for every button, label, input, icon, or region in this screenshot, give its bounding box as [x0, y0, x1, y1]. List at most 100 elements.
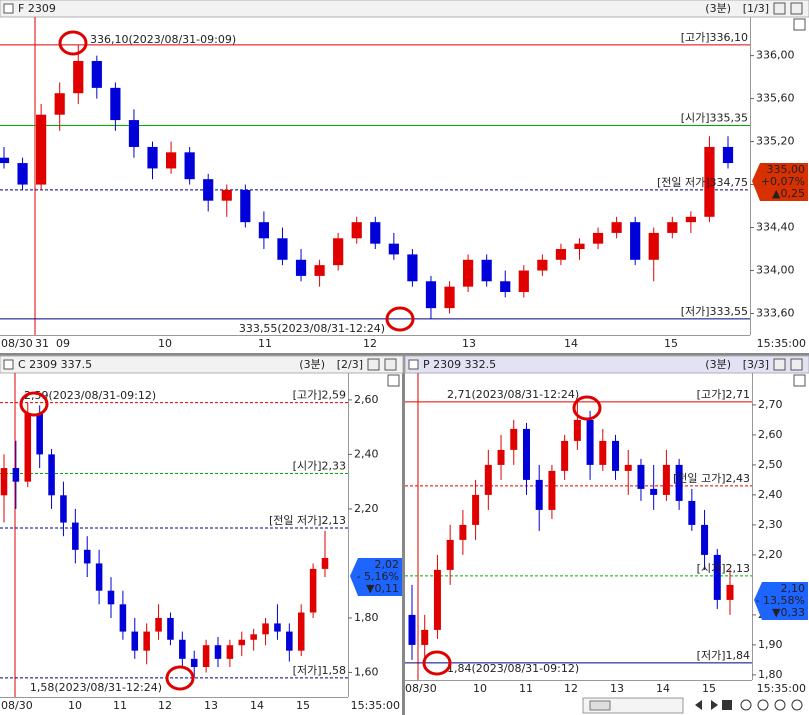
- x-tick-label: 14: [656, 682, 670, 695]
- y-tick-label: 2,60: [758, 428, 783, 441]
- scroll-right[interactable]: [711, 700, 718, 710]
- candle-body: [561, 440, 569, 471]
- candle-body: [60, 495, 67, 523]
- candle-body: [685, 216, 696, 223]
- close-button[interactable]: [790, 2, 803, 15]
- candle-body: [277, 238, 288, 260]
- x-tick-label: 08/30: [1, 699, 33, 712]
- candle-body: [12, 468, 20, 482]
- candle-body: [599, 440, 607, 465]
- reference-label: [전일 고가]2,43: [673, 471, 750, 485]
- candle-body: [408, 614, 416, 645]
- x-tick-label: 14: [564, 337, 578, 350]
- candle-body: [333, 238, 344, 266]
- candle-body: [202, 645, 210, 668]
- y-tick-label: 2,30: [758, 518, 783, 531]
- highlight-circle: [58, 30, 88, 56]
- candle-body: [321, 557, 329, 569]
- candle-body: [258, 222, 270, 239]
- y-tick-label: 334,00: [756, 264, 795, 277]
- x-tick-label: 15:35:00: [757, 337, 806, 350]
- candle-body: [0, 468, 8, 496]
- lock-icon: [387, 374, 400, 387]
- chart-panel: C 2309 337.5 [2/3] (3분) 2,60 2,40 2,20 1,80 1,6…: [0, 355, 404, 712]
- candle-body: [704, 146, 715, 217]
- panel-icon: [3, 359, 14, 370]
- candle-body: [262, 623, 269, 635]
- close-button[interactable]: [790, 358, 803, 371]
- zoom-reset[interactable]: [774, 699, 786, 711]
- extreme-annotation: 1,58(2023/08/31-12:24): [30, 681, 162, 694]
- candle-body: [226, 645, 234, 659]
- candle-body: [421, 629, 429, 645]
- period-label: (3분): [705, 358, 731, 371]
- x-tick-label: 11: [113, 699, 127, 712]
- y-tick-label: 2,60: [354, 393, 379, 406]
- settings-button[interactable]: [773, 358, 786, 371]
- candle-body: [522, 428, 530, 480]
- candle-body: [484, 464, 492, 495]
- x-tick-label: 11: [519, 682, 533, 695]
- candle-body: [107, 590, 115, 605]
- y-tick-label: 2,20: [354, 502, 379, 515]
- candle-body: [650, 488, 658, 495]
- y-tick-label: 335,20: [756, 135, 795, 148]
- extreme-annotation: 333,55(2023/08/31-12:24): [239, 322, 385, 335]
- y-tick-label: 2,40: [758, 488, 783, 501]
- candle-body: [497, 449, 505, 465]
- candle-body: [309, 568, 317, 613]
- candle-body: [630, 222, 641, 260]
- zoom-out[interactable]: [757, 699, 769, 711]
- candle-body: [535, 479, 543, 510]
- candle-body: [36, 413, 43, 455]
- y-tick-label: 1,90: [758, 638, 783, 651]
- candle-body: [131, 631, 139, 651]
- candle-body: [548, 470, 556, 510]
- page-indicator: [1/3]: [743, 2, 769, 15]
- price-tag-text: 2,02: [375, 558, 400, 571]
- panel-title: P 2309 332.5: [423, 358, 496, 371]
- candle-body: [425, 281, 437, 309]
- candle-body: [221, 189, 232, 201]
- zoom-in[interactable]: [740, 699, 752, 711]
- candle-body: [110, 87, 121, 121]
- zoom-fit[interactable]: [791, 699, 803, 711]
- reference-label: [전일 저가]2,13: [269, 513, 346, 527]
- x-tick-label: 15: [296, 699, 310, 712]
- scroll-thumb[interactable]: [589, 700, 611, 711]
- y-tick-label: 2,70: [758, 398, 783, 411]
- candle-body: [586, 419, 594, 465]
- candle-body: [155, 617, 162, 632]
- candle-body: [555, 249, 567, 260]
- candle-body: [179, 639, 186, 659]
- settings-button[interactable]: [367, 358, 380, 371]
- stop-button[interactable]: [722, 700, 732, 710]
- x-tick-label: 13: [204, 699, 218, 712]
- lock-icon: [793, 374, 806, 387]
- scroll-toolbar[interactable]: [582, 697, 803, 714]
- y-tick-label: 1,60: [354, 665, 379, 678]
- candle-body: [286, 631, 293, 651]
- price-tag-text: 335,00: [767, 163, 806, 176]
- settings-button[interactable]: [773, 2, 786, 15]
- title-bar: [404, 355, 809, 374]
- candle-body: [24, 413, 32, 482]
- close-button[interactable]: [384, 358, 397, 371]
- reference-label: [고가]2,71: [697, 388, 750, 401]
- candle-body: [274, 623, 281, 632]
- candle-body: [36, 114, 47, 185]
- candle-body: [147, 146, 158, 169]
- candle-body: [500, 281, 511, 293]
- period-label: (3분): [299, 358, 325, 371]
- candle-body: [17, 163, 28, 185]
- x-tick-label: 11: [258, 337, 272, 350]
- reference-label: [저가]1,58: [293, 664, 346, 677]
- candle-body: [518, 270, 529, 293]
- scroll-left[interactable]: [695, 700, 702, 710]
- candle-body: [351, 222, 362, 239]
- extreme-annotation: 336,10(2023/08/31-09:09): [90, 33, 236, 46]
- x-tick-label: 13: [610, 682, 624, 695]
- x-tick-label: 13: [462, 337, 476, 350]
- x-tick-label: 31: [35, 337, 49, 350]
